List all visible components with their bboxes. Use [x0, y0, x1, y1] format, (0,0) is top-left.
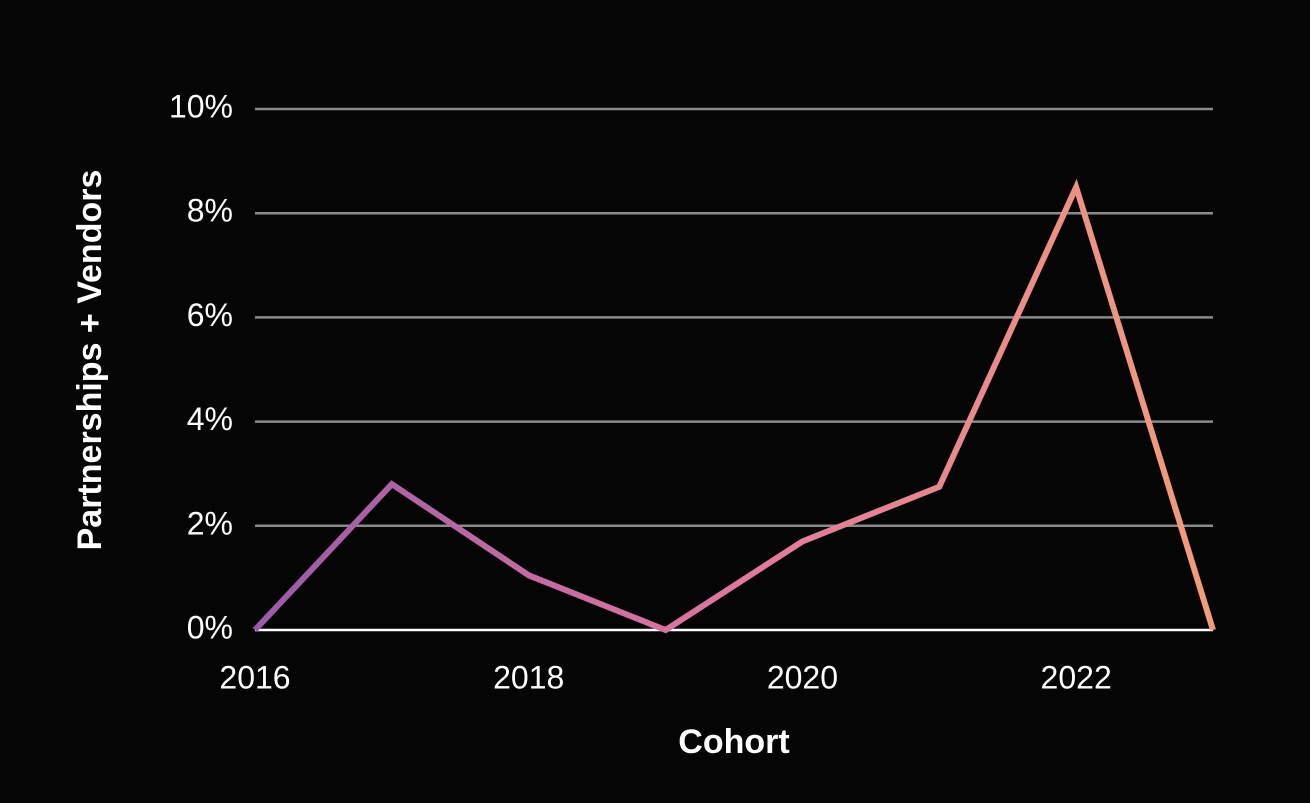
y-tick-label: 4%	[187, 401, 233, 437]
y-axis-title: Partnerships + Vendors	[71, 170, 109, 551]
y-tick-label: 10%	[169, 88, 233, 124]
x-tick-label: 2016	[219, 659, 290, 695]
x-tick-label: 2022	[1041, 659, 1112, 695]
y-tick-label: 6%	[187, 297, 233, 333]
data-line	[252, 178, 1216, 634]
y-tick-label: 8%	[187, 193, 233, 229]
y-tick-label: 0%	[187, 609, 233, 645]
x-tick-label: 2020	[767, 659, 838, 695]
x-tick-label: 2018	[493, 659, 564, 695]
x-axis-title: Cohort	[678, 723, 789, 761]
y-tick-label: 2%	[187, 505, 233, 541]
